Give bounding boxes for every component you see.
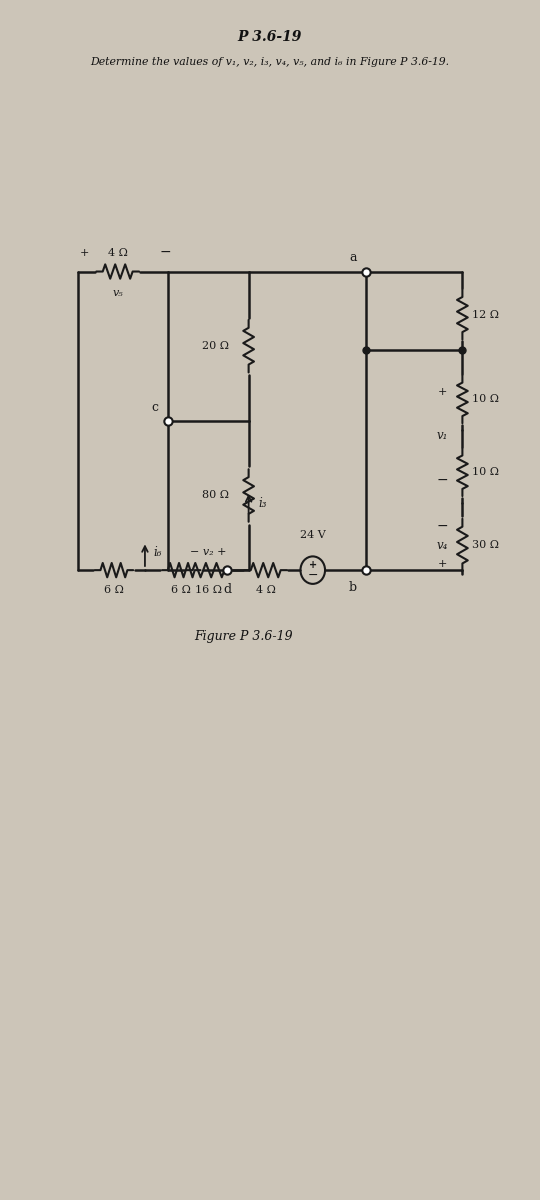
Text: +: + xyxy=(309,560,317,570)
Text: 20 Ω: 20 Ω xyxy=(202,341,229,352)
Text: −: − xyxy=(436,473,448,486)
Text: Figure P 3.6-19: Figure P 3.6-19 xyxy=(194,630,293,643)
Text: 4 Ω: 4 Ω xyxy=(256,586,275,595)
Text: d: d xyxy=(223,583,231,596)
Text: Determine the values of v₁, v₂, i₃, v₄, v₅, and i₆ in Figure P 3.6-19.: Determine the values of v₁, v₂, i₃, v₄, … xyxy=(90,56,450,66)
Text: b: b xyxy=(348,581,356,594)
Text: +: + xyxy=(437,388,447,397)
Text: 6 Ω: 6 Ω xyxy=(171,586,191,595)
Text: v₄: v₄ xyxy=(436,539,448,552)
Text: c: c xyxy=(152,401,159,414)
Text: v₅: v₅ xyxy=(112,288,123,299)
Text: v₁: v₁ xyxy=(436,430,448,443)
Text: 12 Ω: 12 Ω xyxy=(472,310,499,319)
Text: 6 Ω: 6 Ω xyxy=(104,586,124,595)
Text: +: + xyxy=(79,248,89,258)
Text: −: − xyxy=(436,518,448,533)
Text: 80 Ω: 80 Ω xyxy=(202,491,229,500)
Text: i₃: i₃ xyxy=(258,497,267,510)
Text: 16 Ω: 16 Ω xyxy=(195,586,222,595)
Text: 30 Ω: 30 Ω xyxy=(472,540,499,550)
Text: +: + xyxy=(437,559,447,569)
Text: 10 Ω: 10 Ω xyxy=(472,395,499,404)
Text: 10 Ω: 10 Ω xyxy=(472,467,499,478)
Text: −: − xyxy=(160,245,172,258)
Text: 24 V: 24 V xyxy=(300,530,326,540)
Text: −: − xyxy=(307,569,318,582)
Text: P 3.6-19: P 3.6-19 xyxy=(238,30,302,43)
Text: − v₂ +: − v₂ + xyxy=(190,547,227,557)
Text: i₆: i₆ xyxy=(153,546,162,559)
Text: a: a xyxy=(349,251,356,264)
Text: 4 Ω: 4 Ω xyxy=(108,248,127,258)
